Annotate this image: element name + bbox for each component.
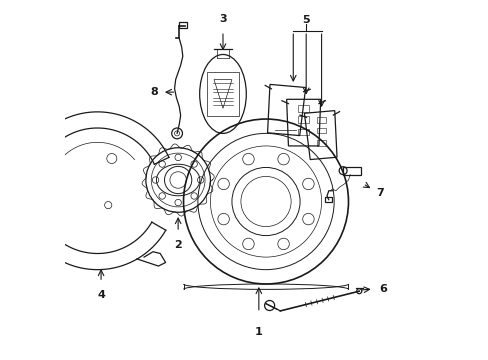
Bar [179, 22, 187, 28]
Text: 8: 8 [150, 87, 158, 97]
Bar [317, 140, 325, 146]
Text: 7: 7 [376, 188, 384, 198]
Bar [298, 129, 308, 135]
Bar [298, 116, 308, 123]
Bar [298, 105, 308, 112]
Bar [325, 197, 331, 202]
Bar [206, 72, 239, 116]
Text: 5: 5 [302, 15, 309, 26]
Bar [343, 167, 360, 175]
Text: 4: 4 [97, 290, 105, 300]
Text: 6: 6 [378, 284, 386, 294]
Bar [317, 117, 325, 123]
Text: 2: 2 [174, 239, 182, 249]
Bar [317, 128, 325, 134]
Text: 3: 3 [219, 14, 226, 24]
Text: 1: 1 [254, 327, 262, 337]
